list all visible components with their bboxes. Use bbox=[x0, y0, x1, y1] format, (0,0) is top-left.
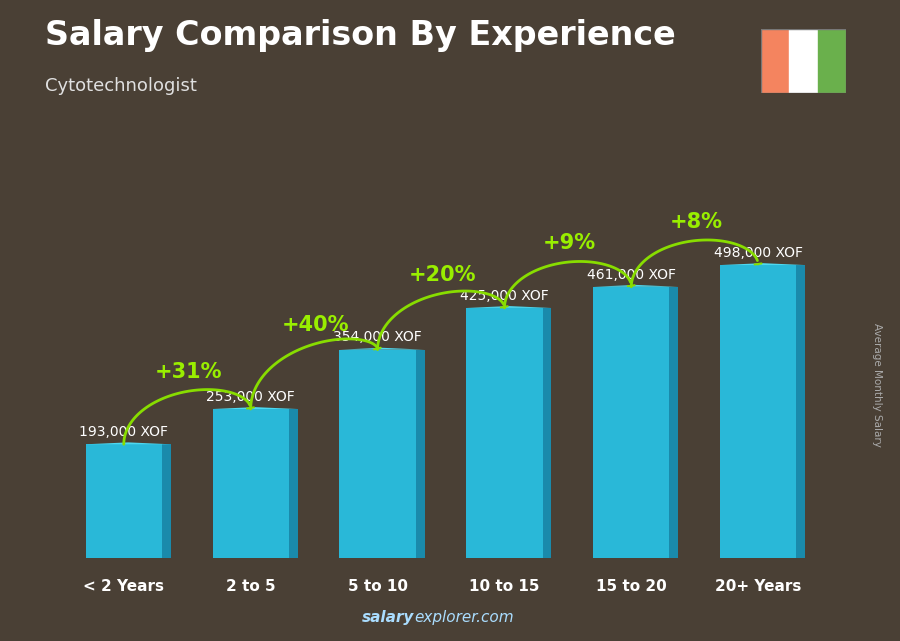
Text: 253,000 XOF: 253,000 XOF bbox=[206, 390, 295, 404]
Text: 498,000 XOF: 498,000 XOF bbox=[714, 246, 803, 260]
Text: < 2 Years: < 2 Years bbox=[84, 579, 165, 594]
Bar bbox=[86, 444, 162, 558]
Polygon shape bbox=[466, 306, 552, 308]
Bar bbox=[212, 409, 289, 558]
Text: explorer.com: explorer.com bbox=[414, 610, 514, 625]
Polygon shape bbox=[670, 287, 679, 558]
Text: 15 to 20: 15 to 20 bbox=[596, 579, 667, 594]
Text: 354,000 XOF: 354,000 XOF bbox=[333, 330, 422, 344]
Polygon shape bbox=[796, 265, 806, 558]
Text: Average Monthly Salary: Average Monthly Salary bbox=[872, 322, 883, 447]
Bar bbox=[339, 349, 416, 558]
Text: +20%: +20% bbox=[409, 265, 476, 285]
Text: 193,000 XOF: 193,000 XOF bbox=[79, 425, 168, 439]
Bar bbox=[466, 308, 543, 558]
Text: 20+ Years: 20+ Years bbox=[715, 579, 801, 594]
Bar bbox=[760, 29, 789, 93]
Polygon shape bbox=[212, 407, 298, 409]
Text: +40%: +40% bbox=[282, 315, 349, 335]
Text: 2 to 5: 2 to 5 bbox=[226, 579, 275, 594]
Text: 425,000 XOF: 425,000 XOF bbox=[460, 288, 549, 303]
Polygon shape bbox=[543, 308, 552, 558]
Polygon shape bbox=[416, 349, 425, 558]
Text: salary: salary bbox=[362, 610, 414, 625]
Text: Salary Comparison By Experience: Salary Comparison By Experience bbox=[45, 19, 676, 52]
Text: 461,000 XOF: 461,000 XOF bbox=[587, 267, 676, 281]
Polygon shape bbox=[339, 348, 425, 349]
Bar bbox=[817, 29, 846, 93]
Text: +8%: +8% bbox=[670, 212, 723, 232]
Text: 5 to 10: 5 to 10 bbox=[347, 579, 408, 594]
Text: 10 to 15: 10 to 15 bbox=[469, 579, 540, 594]
Polygon shape bbox=[86, 442, 171, 444]
Bar bbox=[593, 287, 670, 558]
Text: Cytotechnologist: Cytotechnologist bbox=[45, 77, 197, 95]
Text: +31%: +31% bbox=[155, 362, 222, 383]
Polygon shape bbox=[593, 285, 679, 287]
Text: +9%: +9% bbox=[543, 233, 596, 253]
Bar bbox=[789, 29, 817, 93]
Polygon shape bbox=[720, 263, 806, 265]
Bar bbox=[720, 265, 796, 558]
Polygon shape bbox=[162, 444, 171, 558]
Polygon shape bbox=[289, 409, 298, 558]
